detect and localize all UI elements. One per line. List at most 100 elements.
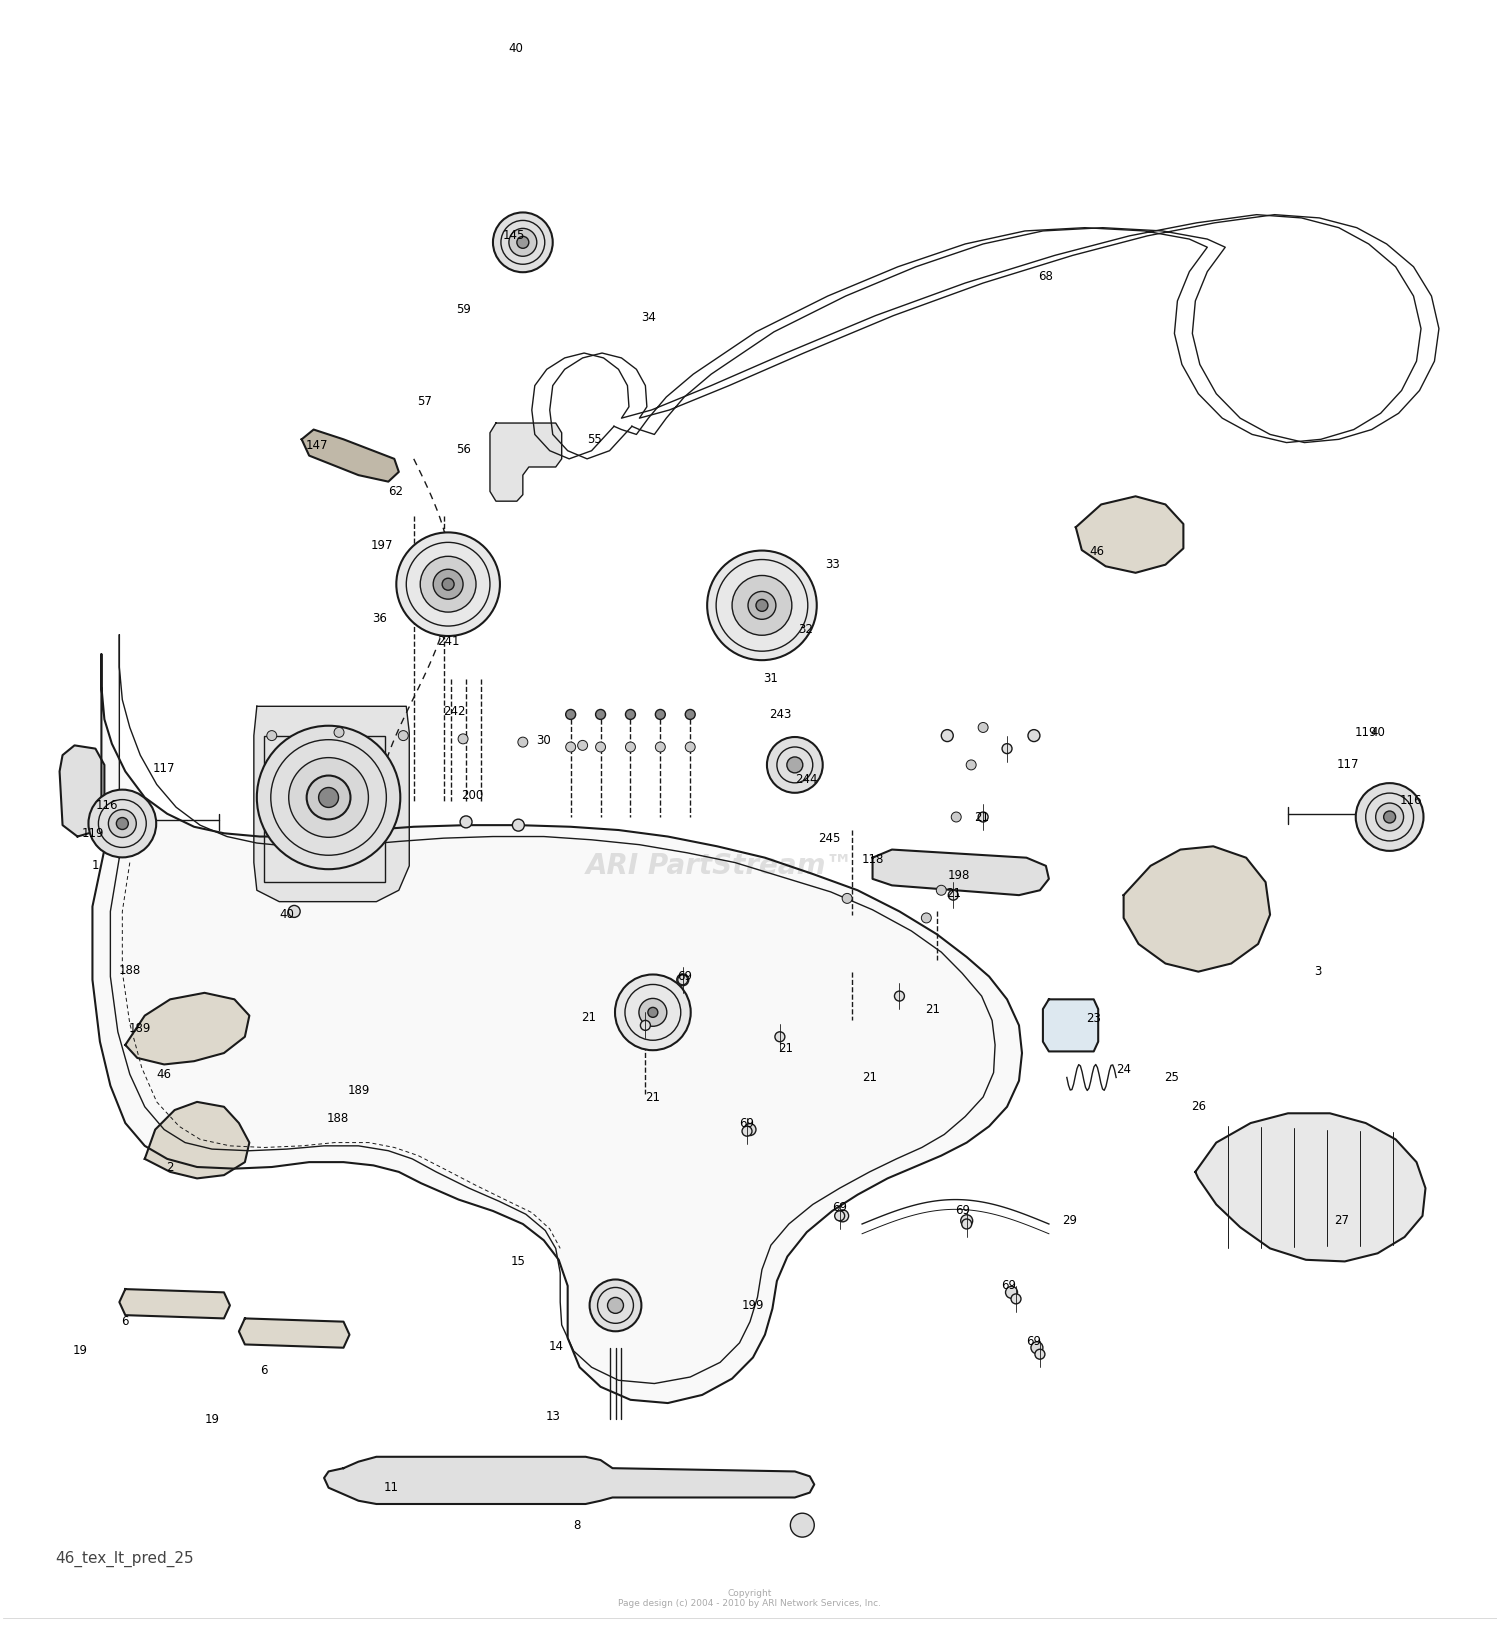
Polygon shape [254, 706, 410, 902]
Circle shape [566, 742, 576, 752]
Circle shape [942, 730, 952, 742]
Text: 14: 14 [548, 1340, 562, 1353]
Circle shape [1028, 730, 1039, 742]
Text: 117: 117 [1336, 758, 1359, 771]
Polygon shape [1076, 497, 1184, 574]
Text: 119: 119 [81, 827, 104, 840]
Text: 21: 21 [862, 1070, 877, 1083]
Text: 26: 26 [1191, 1100, 1206, 1113]
Text: 1: 1 [92, 859, 99, 873]
Text: 27: 27 [1335, 1214, 1350, 1227]
Circle shape [615, 974, 690, 1051]
Circle shape [748, 592, 776, 619]
Circle shape [1383, 810, 1395, 824]
Text: 21: 21 [974, 810, 988, 824]
Circle shape [596, 709, 606, 719]
Circle shape [639, 998, 668, 1026]
Text: 29: 29 [1062, 1214, 1077, 1227]
Text: 21: 21 [580, 1011, 596, 1025]
Polygon shape [324, 1458, 815, 1503]
Circle shape [288, 758, 369, 837]
Polygon shape [1124, 846, 1270, 972]
Circle shape [88, 789, 156, 858]
Text: ARI PartStream™: ARI PartStream™ [586, 851, 853, 879]
Circle shape [420, 556, 476, 613]
Circle shape [834, 1211, 844, 1221]
Text: 46: 46 [156, 1067, 171, 1080]
Polygon shape [873, 850, 1048, 895]
Circle shape [442, 578, 454, 590]
Text: 19: 19 [204, 1413, 219, 1426]
Text: Copyright
Page design (c) 2004 - 2010 by ARI Network Services, Inc.: Copyright Page design (c) 2004 - 2010 by… [618, 1588, 882, 1608]
Text: 34: 34 [640, 310, 656, 324]
Text: 6: 6 [122, 1315, 129, 1328]
Text: 69: 69 [833, 1201, 848, 1214]
Circle shape [566, 709, 576, 719]
Text: 11: 11 [384, 1480, 399, 1493]
Text: 24: 24 [1116, 1062, 1131, 1075]
Text: 30: 30 [537, 734, 550, 747]
Circle shape [608, 1297, 624, 1314]
Circle shape [978, 722, 988, 732]
Circle shape [596, 742, 606, 752]
Circle shape [494, 212, 552, 273]
Circle shape [509, 229, 537, 257]
Circle shape [732, 575, 792, 636]
Text: 242: 242 [442, 704, 465, 717]
Circle shape [686, 709, 694, 719]
Circle shape [978, 812, 988, 822]
Circle shape [256, 725, 400, 869]
Text: 31: 31 [764, 672, 778, 685]
Circle shape [458, 734, 468, 743]
Polygon shape [93, 654, 1022, 1404]
Text: 188: 188 [327, 1111, 348, 1124]
Text: 3: 3 [1314, 966, 1322, 979]
Text: 19: 19 [74, 1345, 88, 1358]
Text: 40: 40 [279, 909, 294, 922]
Text: 21: 21 [645, 1090, 660, 1103]
Circle shape [894, 992, 904, 1002]
Text: 244: 244 [795, 773, 818, 786]
Text: 62: 62 [388, 485, 404, 498]
Circle shape [960, 1214, 972, 1227]
Text: 119: 119 [1354, 725, 1377, 739]
Text: 25: 25 [1164, 1070, 1179, 1083]
Circle shape [948, 891, 958, 900]
Circle shape [590, 1279, 642, 1332]
Circle shape [936, 886, 946, 895]
Circle shape [744, 1124, 756, 1136]
Circle shape [433, 569, 464, 600]
Text: 46_tex_lt_pred_25: 46_tex_lt_pred_25 [56, 1551, 194, 1567]
Circle shape [776, 1031, 784, 1042]
Circle shape [1376, 802, 1404, 832]
Polygon shape [302, 430, 399, 482]
Circle shape [513, 819, 525, 832]
Text: 189: 189 [129, 1023, 152, 1034]
Circle shape [306, 776, 351, 819]
Text: 56: 56 [456, 443, 471, 456]
Circle shape [626, 742, 636, 752]
Circle shape [640, 1020, 651, 1031]
Text: 69: 69 [676, 971, 692, 984]
Text: 147: 147 [306, 440, 328, 453]
Circle shape [842, 894, 852, 904]
Circle shape [837, 1209, 849, 1222]
Circle shape [1011, 1294, 1022, 1304]
Text: 36: 36 [372, 611, 387, 624]
Text: 69: 69 [1000, 1279, 1016, 1292]
Circle shape [1002, 743, 1013, 753]
Text: 118: 118 [861, 853, 883, 866]
Text: 69: 69 [954, 1204, 969, 1217]
Polygon shape [144, 1101, 249, 1178]
Circle shape [578, 740, 588, 750]
Polygon shape [238, 1319, 350, 1348]
Circle shape [267, 730, 278, 740]
Circle shape [966, 760, 976, 770]
Circle shape [648, 1008, 658, 1018]
Text: 243: 243 [768, 708, 790, 721]
Circle shape [318, 788, 339, 807]
Text: 21: 21 [926, 1003, 940, 1016]
Circle shape [766, 737, 822, 792]
Text: 21: 21 [778, 1041, 794, 1054]
Text: 68: 68 [1038, 270, 1053, 283]
